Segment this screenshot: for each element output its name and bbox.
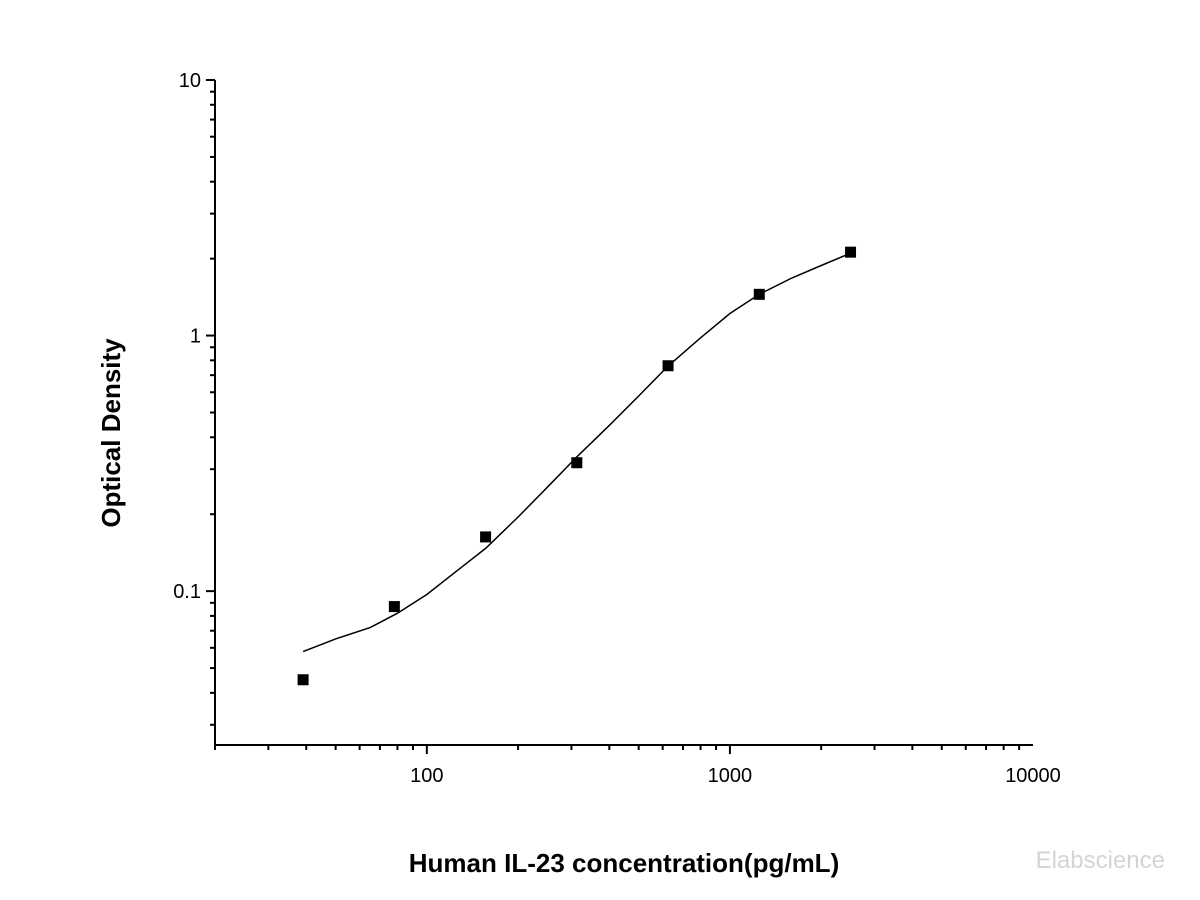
x-tick-label: 100 — [410, 765, 443, 787]
y-axis-label: Optical Density — [96, 338, 126, 528]
data-point — [388, 601, 400, 613]
x-axis-label: Human IL-23 concentration(pg/mL) — [409, 848, 839, 878]
data-point — [480, 531, 492, 543]
y-tick-label: 0.1 — [173, 581, 201, 603]
x-axis-ticks: 100 1000 10000 — [214, 745, 1061, 787]
fit-curve-layer — [302, 252, 851, 653]
fit-curve-line — [302, 252, 851, 653]
data-point — [571, 457, 583, 469]
axes — [214, 80, 1033, 746]
y-tick-label: 10 — [179, 70, 201, 92]
data-point — [297, 674, 309, 686]
x-tick-label: 10000 — [1005, 765, 1061, 787]
x-tick-label: 1000 — [708, 765, 753, 787]
data-point — [662, 360, 674, 372]
y-axis-ticks: 0.1 1 10 — [173, 70, 215, 726]
watermark: Elabscience — [1036, 847, 1165, 874]
data-points-layer — [297, 246, 857, 686]
data-point — [845, 246, 857, 258]
y-tick-label: 1 — [190, 326, 201, 348]
data-point — [753, 288, 765, 300]
